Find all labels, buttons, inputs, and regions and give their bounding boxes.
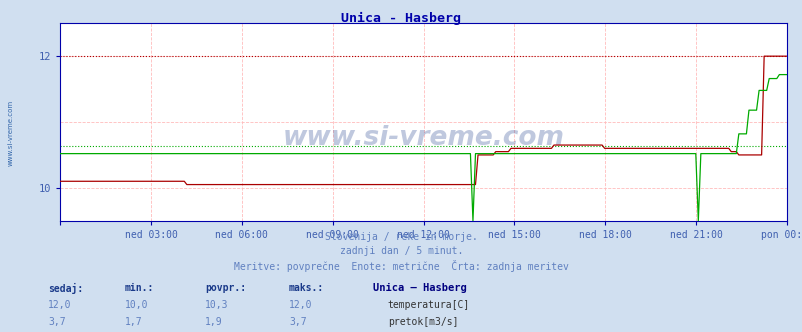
Text: Unica – Hasberg: Unica – Hasberg bbox=[373, 283, 467, 293]
Text: 12,0: 12,0 bbox=[289, 300, 312, 310]
Text: Slovenija / reke in morje.: Slovenija / reke in morje. bbox=[325, 232, 477, 242]
Text: 1,9: 1,9 bbox=[205, 317, 222, 327]
Text: 1,7: 1,7 bbox=[124, 317, 142, 327]
Text: sedaj:: sedaj: bbox=[48, 283, 83, 294]
Text: www.si-vreme.com: www.si-vreme.com bbox=[282, 125, 564, 151]
Text: 10,3: 10,3 bbox=[205, 300, 228, 310]
Text: temperatura[C]: temperatura[C] bbox=[387, 300, 469, 310]
Text: Unica - Hasberg: Unica - Hasberg bbox=[341, 12, 461, 25]
Text: www.si-vreme.com: www.si-vreme.com bbox=[7, 100, 14, 166]
Text: 12,0: 12,0 bbox=[48, 300, 71, 310]
Text: maks.:: maks.: bbox=[289, 283, 324, 293]
Text: min.:: min.: bbox=[124, 283, 154, 293]
Text: Meritve: povprečne  Enote: metrične  Črta: zadnja meritev: Meritve: povprečne Enote: metrične Črta:… bbox=[233, 260, 569, 272]
Text: 3,7: 3,7 bbox=[48, 317, 66, 327]
Text: 3,7: 3,7 bbox=[289, 317, 306, 327]
Text: 10,0: 10,0 bbox=[124, 300, 148, 310]
Text: povpr.:: povpr.: bbox=[205, 283, 245, 293]
Text: zadnji dan / 5 minut.: zadnji dan / 5 minut. bbox=[339, 246, 463, 256]
Text: pretok[m3/s]: pretok[m3/s] bbox=[387, 317, 458, 327]
